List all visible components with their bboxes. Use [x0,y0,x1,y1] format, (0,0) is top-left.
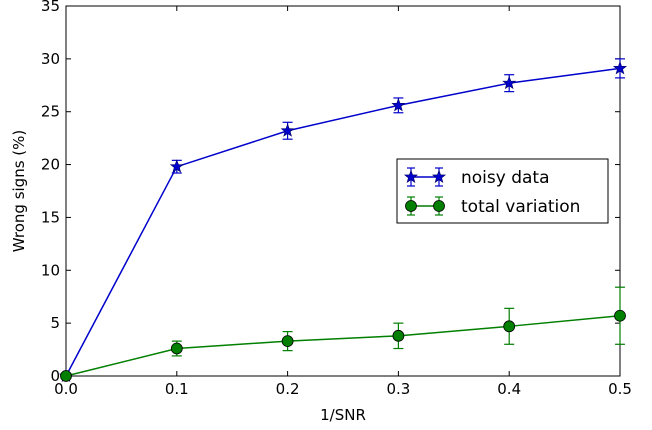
series-total-variation [60,286,626,382]
y-tick-label: 25 [41,103,60,121]
x-tick-label: 0.4 [497,380,521,398]
data-point [281,335,294,348]
plot-area [65,5,621,377]
legend-marker [403,169,419,183]
legend-marker [405,200,417,212]
data-point [169,159,184,173]
legend-label-total-variation: total variation [461,197,580,217]
legend-box [396,158,609,224]
legend-marker [431,169,447,183]
y-axis-title: Wrong signs (%) [10,130,28,253]
data-point [392,329,405,342]
series-line [65,314,621,377]
legend-label-noisy-data: noisy data [461,168,550,188]
legend-entry-noisy-data: noisy data [403,167,550,188]
y-tick-label: 10 [41,261,60,279]
legend-marker [433,200,445,212]
data-point [280,123,295,137]
data-point [612,61,628,75]
y-tick-label: 35 [41,0,60,15]
data-point [391,98,406,112]
x-tick-label: 0.2 [276,380,300,398]
data-point [60,370,72,382]
legend-entry-total-variation: total variation [405,196,580,217]
data-point [503,320,516,333]
y-tick-label: 20 [41,156,60,174]
legend: noisy data total variation [396,158,609,224]
y-tick-label: 30 [41,50,60,68]
x-tick-label: 0.5 [608,380,632,398]
x-axis-title: 1/SNR [320,406,366,424]
x-tick-label: 0.0 [54,380,78,398]
data-point [170,342,183,355]
data-point [502,75,517,90]
x-axis: 0.0 0.1 0.2 0.3 0.4 0.5 [54,6,632,398]
series-line [65,67,621,377]
x-tick-label: 0.3 [386,380,410,398]
x-tick-label: 0.1 [165,380,189,398]
y-tick-label: 0 [50,367,60,385]
y-tick-label: 15 [41,208,60,226]
data-point [614,309,626,322]
plot-frame [65,5,621,377]
y-tick-label: 5 [50,314,60,332]
y-axis: 0 5 10 15 20 25 30 35 [41,0,620,385]
series-layer [58,58,628,382]
